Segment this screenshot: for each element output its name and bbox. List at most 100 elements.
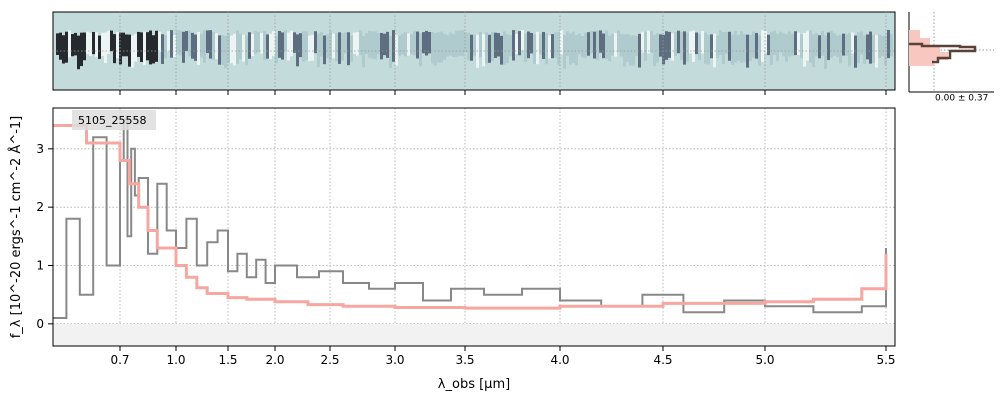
trace-column — [551, 34, 554, 59]
trace-column — [125, 34, 128, 57]
trace-column — [152, 35, 155, 64]
trace-column — [452, 34, 455, 57]
trace-column — [440, 31, 443, 63]
trace-column — [155, 30, 158, 62]
x-tick-label: 5.5 — [876, 353, 895, 367]
trace-column — [872, 34, 875, 63]
trace-column — [263, 31, 266, 61]
trace-column — [479, 31, 482, 58]
trace-column — [470, 34, 473, 61]
trace-column — [698, 33, 701, 60]
x-tick-label: 3.0 — [385, 353, 404, 367]
trace-column — [239, 33, 242, 60]
trace-column — [77, 35, 80, 70]
trace-column — [542, 31, 545, 60]
trace-column — [194, 34, 197, 61]
trace-column — [377, 32, 380, 55]
trace-column — [704, 32, 707, 64]
trace-column — [689, 31, 692, 54]
object-label-box — [72, 110, 156, 130]
trace-column — [482, 34, 485, 67]
trace-column — [677, 30, 680, 54]
trace-column — [626, 33, 629, 63]
trace-column — [332, 33, 335, 59]
trace-column — [323, 35, 326, 65]
trace-column — [290, 30, 293, 57]
trace-column — [374, 31, 377, 60]
trace-column — [359, 30, 362, 56]
trace-column — [293, 32, 296, 53]
trace-column — [863, 35, 866, 64]
trace-column — [671, 33, 674, 61]
trace-column — [722, 32, 725, 65]
x-tick-label: 0.7 — [110, 353, 129, 367]
trace-column — [578, 33, 581, 55]
trace-column — [737, 34, 740, 61]
trace-column — [344, 32, 347, 54]
trace-column — [635, 35, 638, 56]
zero-band — [53, 324, 895, 346]
trace-column — [188, 30, 191, 57]
trace-column — [695, 32, 698, 55]
trace-column — [773, 30, 776, 56]
x-tick-label: 4.5 — [653, 353, 672, 367]
trace-column — [362, 35, 365, 68]
trace-column — [629, 35, 632, 66]
trace-column — [425, 30, 428, 56]
trace-column — [80, 32, 83, 67]
trace-column — [248, 32, 251, 59]
trace-column — [266, 34, 269, 59]
trace-column — [461, 30, 464, 57]
trace-column — [437, 32, 440, 63]
trace-column — [734, 30, 737, 63]
trace-column — [86, 31, 89, 55]
trace-column — [758, 35, 761, 66]
trace-column — [512, 30, 515, 61]
trace-column — [185, 30, 188, 52]
trace-column — [713, 33, 716, 68]
trace-column — [884, 35, 887, 65]
trace-column — [614, 33, 617, 57]
trace-column — [137, 31, 140, 57]
trace-column — [665, 31, 668, 60]
trace-column — [170, 30, 173, 58]
trace-column — [824, 35, 827, 69]
trace-column — [590, 30, 593, 54]
trace-column — [389, 35, 392, 69]
trace-column — [365, 33, 368, 54]
trace-column — [422, 32, 425, 54]
trace-column — [632, 35, 635, 66]
trace-column — [851, 32, 854, 54]
trace-column — [119, 32, 122, 65]
trace-column — [113, 34, 116, 64]
trace-column — [548, 35, 551, 59]
trace-column — [353, 32, 356, 54]
y-tick-label: 3 — [36, 142, 44, 156]
trace-column — [566, 31, 569, 57]
trace-column — [761, 30, 764, 62]
trace-column — [830, 30, 833, 58]
trace-column — [233, 33, 236, 66]
trace-column — [575, 35, 578, 66]
trace-column — [662, 34, 665, 65]
trace-column — [644, 31, 647, 61]
trace-column — [740, 31, 743, 63]
trace-column — [218, 35, 221, 65]
trace-column — [815, 33, 818, 57]
trace-column — [83, 32, 86, 61]
trace-column — [143, 31, 146, 65]
trace-column — [107, 30, 110, 54]
trace-column — [260, 33, 263, 54]
trace-column — [749, 34, 752, 61]
trace-column — [878, 34, 881, 58]
trace-column — [560, 30, 563, 55]
trace-column — [755, 32, 758, 59]
trace-column — [350, 35, 353, 62]
trace-column — [833, 33, 836, 56]
trace-column — [728, 31, 731, 61]
trace-column — [131, 35, 134, 68]
x-tick-label: 4.0 — [550, 353, 569, 367]
trace-column — [473, 34, 476, 56]
plot-grid — [53, 108, 895, 346]
